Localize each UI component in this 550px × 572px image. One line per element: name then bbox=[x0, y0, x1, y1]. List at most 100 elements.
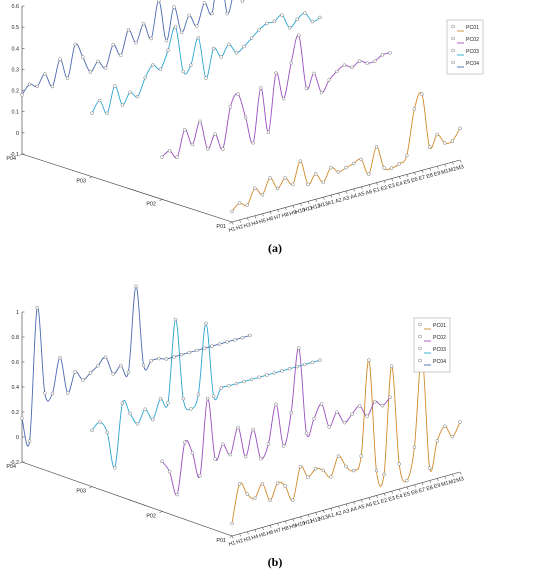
data-point bbox=[265, 21, 269, 26]
data-point bbox=[365, 414, 369, 418]
x-tick-mark bbox=[391, 178, 394, 182]
x-tick-label: H1 bbox=[228, 226, 236, 234]
data-point bbox=[211, 394, 216, 399]
x-tick-label: E4 bbox=[395, 181, 403, 189]
series-line-pc02 bbox=[161, 347, 391, 496]
data-point bbox=[336, 454, 341, 458]
x-tick-mark bbox=[421, 482, 424, 486]
x-tick-mark bbox=[376, 182, 378, 186]
x-tick-label: E6 bbox=[411, 489, 419, 497]
data-point bbox=[321, 180, 325, 185]
x-tick-label: E7 bbox=[418, 175, 426, 183]
data-point bbox=[190, 451, 195, 455]
x-tick-mark bbox=[436, 478, 439, 482]
x-tick-label: A5 bbox=[357, 191, 365, 199]
x-tick-mark bbox=[246, 531, 249, 535]
data-point bbox=[443, 424, 447, 428]
data-point bbox=[251, 427, 255, 432]
z-tick-mark bbox=[19, 153, 23, 156]
x-tick-mark bbox=[338, 506, 340, 509]
data-point bbox=[336, 170, 341, 174]
x-tick-label: H10 bbox=[295, 521, 306, 530]
x-tick-label: H10 bbox=[295, 207, 306, 216]
data-point bbox=[105, 430, 109, 435]
data-point bbox=[281, 444, 286, 448]
y-tick-label: 0.5 bbox=[12, 25, 20, 31]
x-tick-mark bbox=[315, 199, 318, 202]
data-point bbox=[268, 176, 272, 180]
data-point bbox=[291, 498, 295, 502]
data-point bbox=[259, 456, 263, 461]
x-tick-mark bbox=[345, 503, 348, 507]
x-tick-label: H11 bbox=[303, 518, 314, 527]
data-point bbox=[245, 492, 249, 496]
data-point bbox=[329, 475, 333, 479]
x-tick-label: M1 bbox=[441, 480, 450, 488]
data-point bbox=[350, 412, 354, 416]
x-tick-label: E3 bbox=[388, 183, 396, 191]
x-tick-label: H13 bbox=[318, 514, 329, 523]
data-point bbox=[380, 403, 385, 408]
series-line-pc02 bbox=[161, 34, 391, 159]
x-tick-label: E6 bbox=[411, 177, 419, 185]
x-tick-label: E9 bbox=[433, 170, 441, 178]
x-tick-mark bbox=[383, 180, 386, 184]
data-point bbox=[141, 21, 146, 26]
legend-label: PC03 bbox=[466, 49, 479, 55]
data-point bbox=[210, 344, 214, 348]
data-point bbox=[435, 439, 439, 443]
data-point bbox=[88, 70, 93, 74]
data-point bbox=[243, 115, 248, 120]
data-point bbox=[374, 145, 379, 149]
data-point bbox=[202, 1, 207, 5]
data-point bbox=[287, 366, 292, 371]
data-point bbox=[351, 468, 356, 473]
series-line-pc01 bbox=[231, 354, 461, 524]
data-point bbox=[221, 147, 225, 151]
x-tick-mark bbox=[429, 480, 432, 484]
x-tick-mark bbox=[284, 207, 287, 211]
data-point bbox=[427, 466, 432, 470]
data-point bbox=[149, 36, 153, 41]
data-point bbox=[167, 149, 172, 153]
x-tick-label: A6 bbox=[365, 502, 373, 510]
legend-label: PC02 bbox=[433, 335, 446, 341]
x-tick-label: M2 bbox=[448, 166, 457, 174]
legend-marker bbox=[418, 346, 422, 351]
x-tick-label: E1 bbox=[373, 187, 381, 195]
data-point bbox=[234, 51, 239, 55]
z-tick-label: P02 bbox=[146, 201, 156, 207]
x-tick-mark bbox=[231, 535, 234, 539]
data-point bbox=[73, 370, 77, 374]
z-tick-mark bbox=[19, 461, 23, 464]
x-tick-mark bbox=[414, 172, 416, 176]
data-point bbox=[219, 55, 223, 59]
x-tick-label: H5 bbox=[258, 218, 266, 226]
data-point bbox=[357, 404, 362, 408]
x-tick-label: H9 bbox=[289, 523, 297, 531]
data-point bbox=[166, 401, 170, 405]
x-tick-label: A2 bbox=[335, 197, 343, 205]
data-point bbox=[35, 84, 39, 89]
data-point bbox=[260, 481, 265, 486]
data-point bbox=[412, 445, 417, 450]
x-tick-label: A4 bbox=[350, 193, 358, 201]
data-point bbox=[236, 92, 240, 96]
data-point bbox=[289, 410, 293, 415]
data-point bbox=[234, 381, 239, 386]
data-point bbox=[81, 55, 85, 59]
data-point bbox=[88, 371, 93, 375]
data-point bbox=[367, 358, 371, 362]
data-point bbox=[173, 317, 178, 322]
x-tick-mark bbox=[368, 497, 371, 501]
x-tick-mark bbox=[360, 186, 363, 190]
x-tick-mark bbox=[292, 518, 295, 522]
data-point bbox=[335, 69, 339, 74]
data-point bbox=[195, 24, 199, 28]
data-point bbox=[304, 86, 309, 90]
data-point bbox=[230, 521, 234, 526]
x-tick-label: E9 bbox=[433, 483, 441, 491]
x-tick-label: E2 bbox=[380, 498, 388, 506]
x-tick-label: H13 bbox=[318, 201, 329, 210]
data-point bbox=[58, 355, 62, 360]
